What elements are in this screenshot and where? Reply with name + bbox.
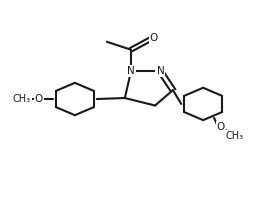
Text: O: O bbox=[150, 33, 158, 43]
Text: CH₃: CH₃ bbox=[226, 131, 244, 141]
Text: O: O bbox=[217, 122, 225, 132]
Text: N: N bbox=[127, 66, 135, 76]
Text: CH₃: CH₃ bbox=[13, 94, 31, 104]
Text: N: N bbox=[157, 66, 164, 76]
Text: O: O bbox=[35, 94, 43, 104]
